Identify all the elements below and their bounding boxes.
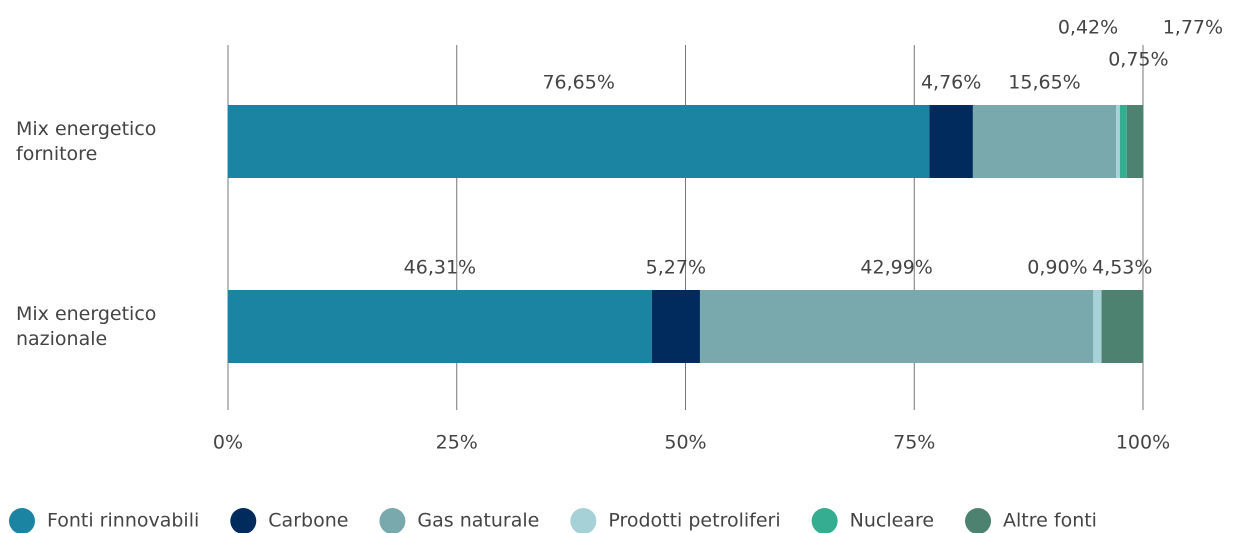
- value-label: 5,27%: [646, 257, 706, 279]
- bar-segment: [1101, 290, 1143, 363]
- value-label: 4,53%: [1092, 257, 1152, 279]
- category-label: Mix energetico nazionale: [16, 302, 157, 350]
- value-label: 0,75%: [1108, 49, 1168, 71]
- value-label: 1,77%: [1163, 17, 1223, 39]
- x-tick-label: 75%: [893, 432, 935, 454]
- legend-swatch: [379, 508, 406, 533]
- legend-label: Gas naturale: [417, 510, 539, 532]
- bar-segment: [972, 105, 1117, 178]
- bar-segment: [228, 105, 930, 178]
- x-tick-label: 0%: [213, 432, 243, 454]
- legend-swatch: [9, 508, 35, 533]
- bar-segment: [929, 105, 973, 178]
- legend-label: Nucleare: [850, 510, 934, 532]
- legend-label: Carbone: [268, 510, 348, 532]
- legend-label: Fonti rinnovabili: [47, 510, 199, 532]
- legend-label: Prodotti petroliferi: [608, 510, 780, 532]
- legend-swatch: [811, 508, 838, 533]
- bar-segment: [1119, 105, 1127, 178]
- legend-label: Altre fonti: [1003, 510, 1097, 532]
- value-label: 46,31%: [404, 257, 476, 279]
- category-label: Mix energetico fornitore: [16, 117, 157, 165]
- legend-swatch: [230, 508, 257, 533]
- legend-swatch: [570, 508, 597, 533]
- bar-segment: [1093, 290, 1102, 363]
- value-label: 0,90%: [1027, 257, 1087, 279]
- bar-segment: [651, 290, 700, 363]
- value-label: 4,76%: [921, 72, 981, 94]
- bar-segment: [1126, 105, 1143, 178]
- x-tick-label: 50%: [664, 432, 706, 454]
- bar-segment: [1116, 105, 1120, 178]
- value-label: 76,65%: [542, 72, 614, 94]
- value-label: 42,99%: [860, 257, 932, 279]
- bar-segment: [699, 290, 1094, 363]
- value-label: 0,42%: [1058, 17, 1118, 39]
- value-label: 15,65%: [1008, 72, 1080, 94]
- bar-segment: [228, 290, 652, 363]
- legend-swatch: [965, 508, 992, 533]
- x-tick-label: 25%: [436, 432, 478, 454]
- x-tick-label: 100%: [1116, 432, 1170, 454]
